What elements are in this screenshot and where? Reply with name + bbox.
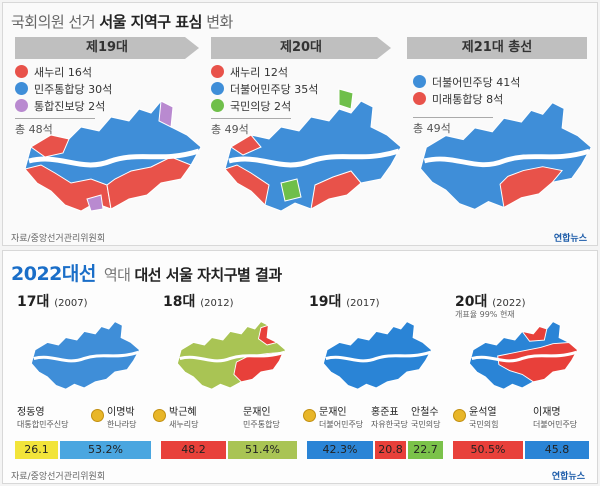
map-18	[176, 321, 287, 390]
legend-21: 더불어민주당 41석 미래통합당 8석 총 49석	[413, 75, 521, 136]
legend-swatch	[413, 92, 426, 105]
winner-medal-icon	[153, 409, 166, 422]
candidate: 윤석열 국민의힘	[469, 407, 499, 429]
legend-swatch	[15, 65, 28, 78]
source-note: 자료/중앙선거관리위원회	[11, 472, 106, 482]
vote-bar: 48.2	[161, 441, 226, 459]
parliament-panel: 국회의원 선거 서울 지역구 표심 변화 제19대 제20대 제21대 총선 새…	[2, 2, 598, 246]
banner-19: 제19대	[15, 37, 199, 59]
candidate: 정동영 대통합민주신당	[17, 407, 69, 429]
banner-20: 제20대	[211, 37, 391, 59]
total-seats: 총 49석	[211, 118, 291, 137]
vote-bar: 42.3%	[307, 441, 373, 459]
candidate: 홍준표 자유한국당	[371, 407, 408, 429]
candidate: 박근혜 새누리당	[169, 407, 199, 429]
winner-medal-icon	[453, 409, 466, 422]
legend-swatch	[413, 75, 426, 88]
election-17-label: 17대 (2007)	[17, 294, 88, 310]
vote-bar: 51.4%	[228, 441, 297, 459]
legend-swatch	[211, 65, 224, 78]
banner-21: 제21대 총선	[407, 37, 587, 59]
vote-bar: 20.8	[375, 441, 406, 459]
parliament-title: 국회의원 선거 서울 지역구 표심 변화	[11, 13, 233, 31]
presidential-panel: 2022대선 역대 대선 서울 자치구별 결과 17대 (2007) 18대 (…	[2, 250, 598, 484]
election-19-label: 19대 (2017)	[309, 294, 380, 310]
vote-bar: 53.2%	[60, 441, 151, 459]
legend-swatch	[15, 99, 28, 112]
count-note: 개표율 99% 현재	[455, 310, 515, 319]
source-note: 자료/중앙선거관리위원회	[11, 234, 106, 244]
election-20-label: 20대 (2022)	[455, 294, 526, 310]
map-17	[30, 321, 141, 390]
winner-medal-icon	[303, 409, 316, 422]
total-seats: 총 49석	[413, 117, 493, 136]
vote-bar: 22.7	[408, 441, 443, 459]
candidate: 문재인 더불어민주당	[319, 407, 364, 429]
election-18-label: 18대 (2012)	[163, 294, 234, 310]
map-20-pres	[468, 321, 579, 390]
legend-19: 새누리 16석 민주통합당 30석 통합진보당 2석 총 48석	[15, 65, 113, 137]
map-20	[224, 88, 402, 212]
legend-swatch	[211, 99, 224, 112]
vote-bar: 45.8	[525, 441, 589, 459]
legend-swatch	[211, 82, 224, 95]
candidate: 이재명 더불어민주당	[533, 407, 578, 429]
brand-logo: 연합뉴스	[551, 472, 585, 482]
candidate: 이명박 한나라당	[107, 407, 137, 429]
candidate: 문재인 민주통합당	[243, 407, 280, 429]
vote-bar: 50.5%	[453, 441, 523, 459]
total-seats: 총 48석	[15, 118, 95, 137]
winner-medal-icon	[91, 409, 104, 422]
legend-swatch	[15, 82, 28, 95]
candidate: 안철수 국민의당	[411, 407, 441, 429]
map-21	[420, 102, 592, 210]
map-19	[24, 100, 202, 212]
presidential-title: 2022대선 역대 대선 서울 자치구별 결과	[11, 263, 282, 285]
map-19-pres	[322, 321, 433, 390]
vote-bar: 26.1	[15, 441, 58, 459]
brand-logo: 연합뉴스	[553, 234, 587, 244]
legend-20: 새누리 12석 더불어민주당 35석 국민의당 2석 총 49석	[211, 65, 319, 137]
